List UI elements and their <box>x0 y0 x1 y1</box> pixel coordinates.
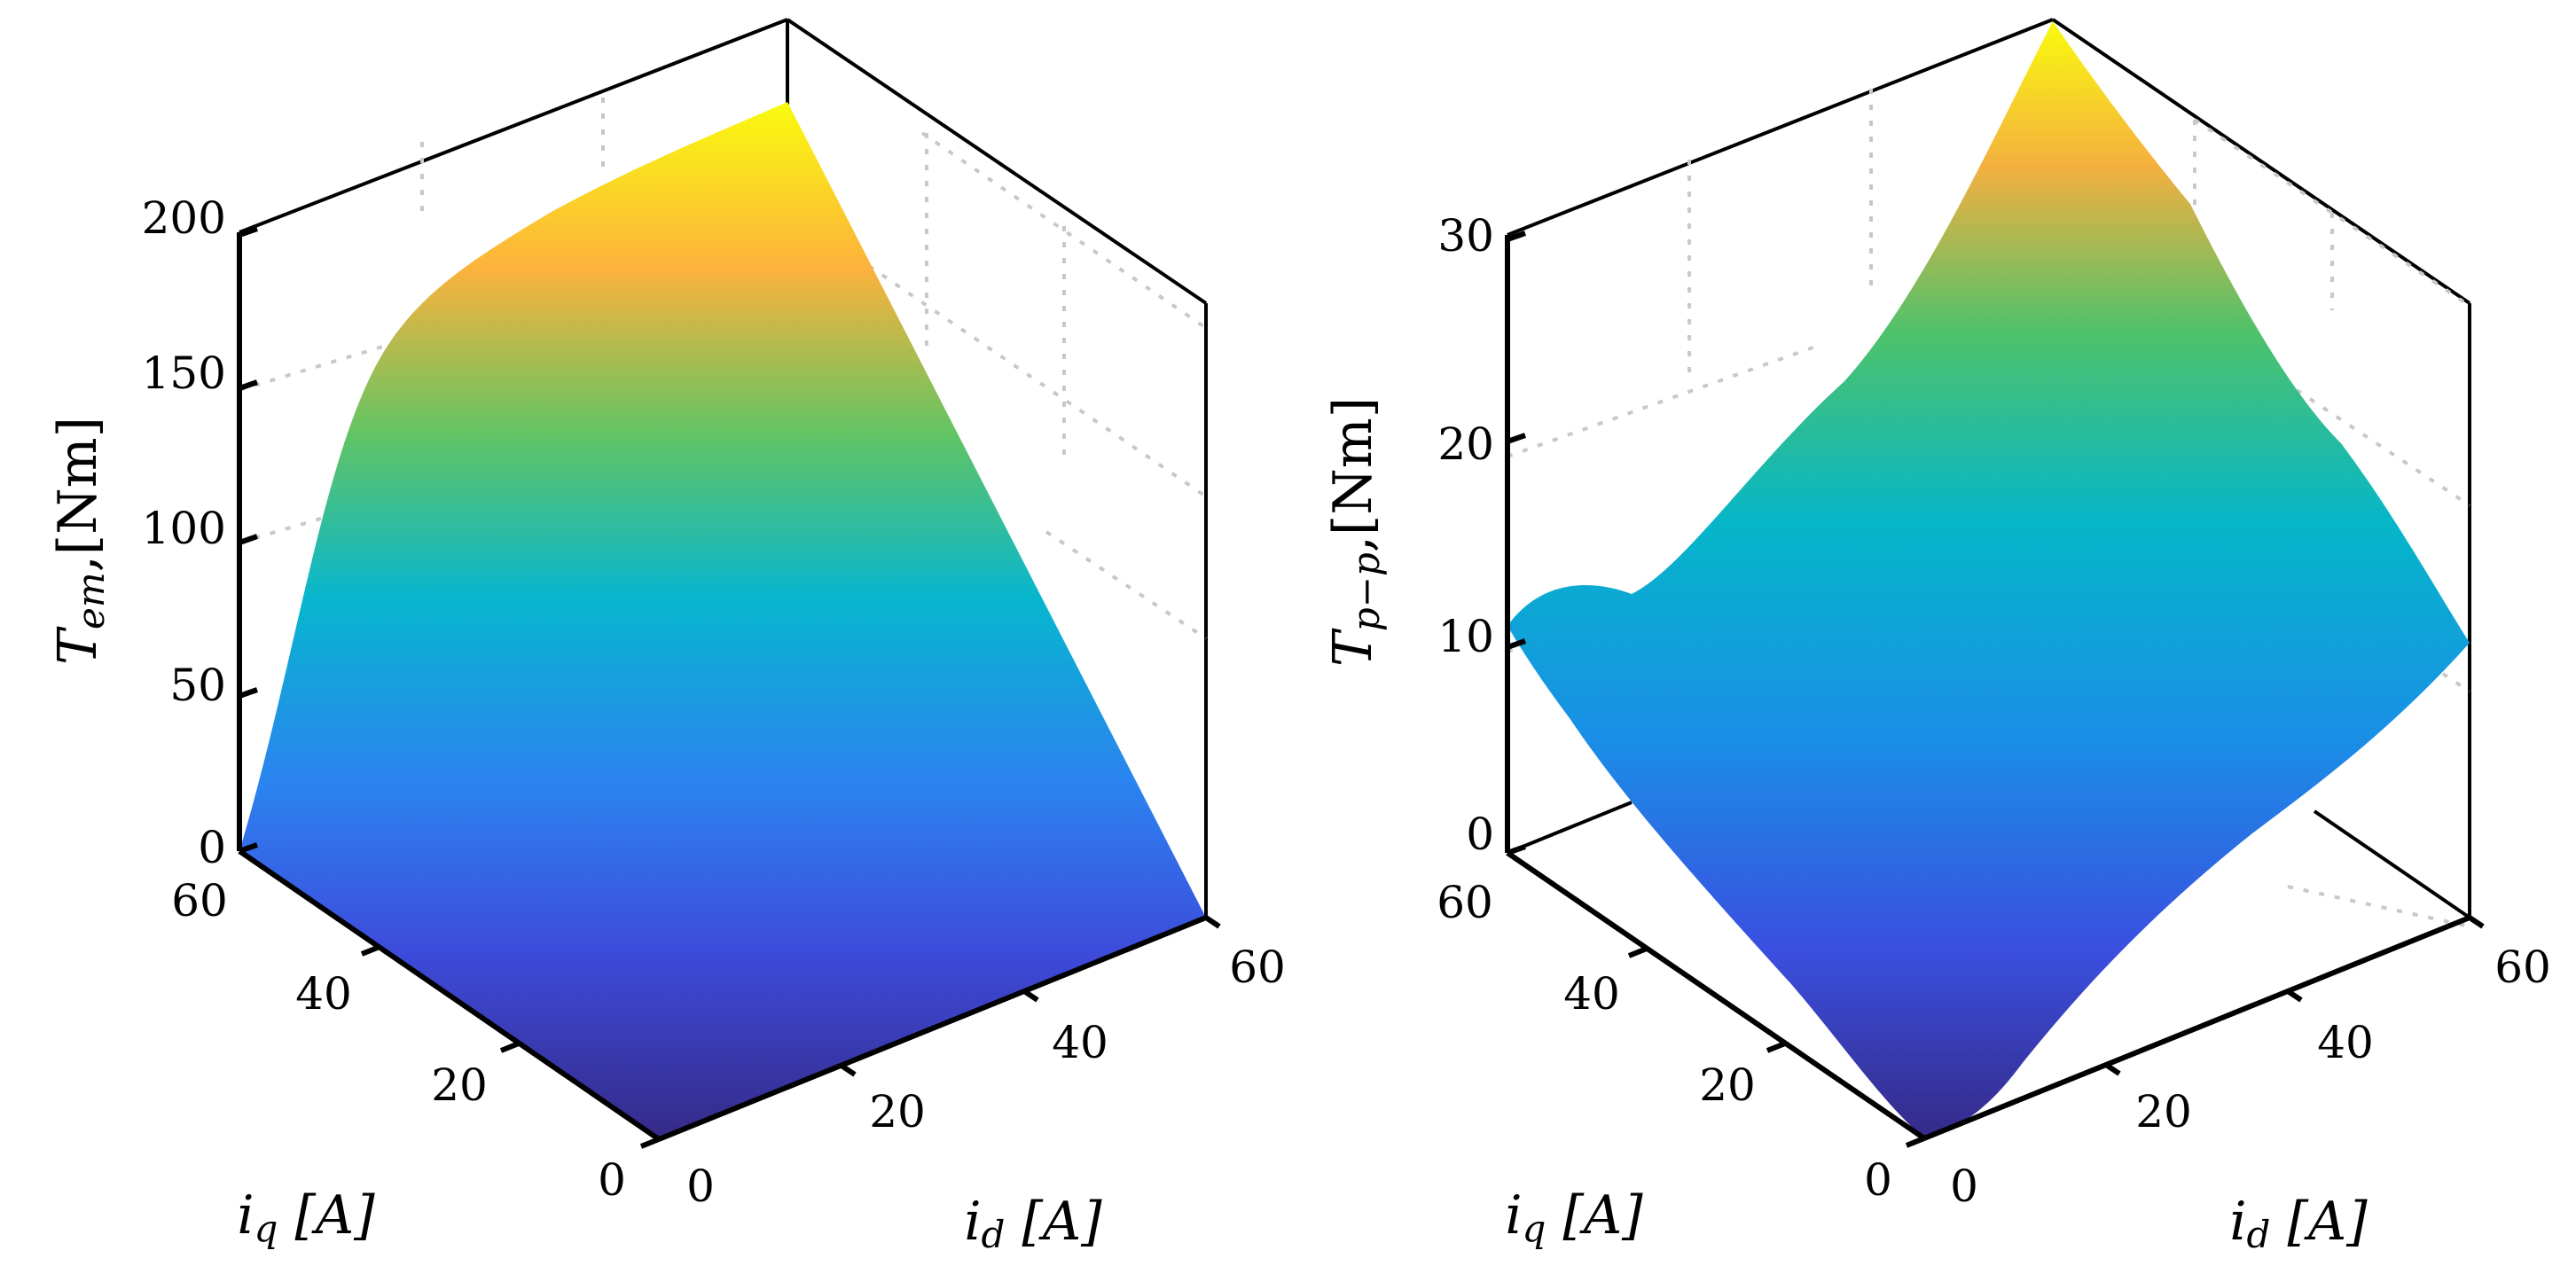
right-ztick-20 <box>1507 433 1526 444</box>
left-idtick-label-0: 0 <box>686 1161 715 1212</box>
right-box-edges <box>1507 18 2471 919</box>
left-idtick-60 <box>1204 915 1221 929</box>
right-idtick-60 <box>2468 915 2485 929</box>
right-iqtick-label-40: 40 <box>1563 968 1620 1020</box>
right-ztick-label-10: 10 <box>1437 611 1494 662</box>
right-iqtick-40 <box>1627 946 1648 958</box>
left-idtick-label-40: 40 <box>1052 1017 1108 1068</box>
left-idtick-40 <box>1022 989 1039 1003</box>
right-front-axes <box>1505 235 2471 1141</box>
left-ztick-50 <box>239 687 258 699</box>
right-ztick-label-0: 0 <box>1466 809 1494 860</box>
right-iqtick-label-20: 20 <box>1699 1059 1756 1111</box>
left-ztick-label-100: 100 <box>142 503 226 554</box>
right-ztick-label-20: 20 <box>1437 418 1494 470</box>
left-iqtick-20 <box>499 1041 521 1053</box>
left-back-right-edge <box>786 18 1208 305</box>
right-ylabel: iq [A] <box>1505 1184 1643 1250</box>
left-ztick-0 <box>239 842 258 854</box>
right-floor-back-edge <box>1507 801 1633 855</box>
left-zlabel: Tem,[Nm] <box>47 417 113 665</box>
right-gridlines <box>1507 89 2471 928</box>
left-tick-marks <box>239 226 1221 1149</box>
left-ztick-label-200: 200 <box>142 192 226 244</box>
right-iqtick-label-0: 0 <box>1864 1154 1892 1206</box>
left-id-axis <box>657 915 1208 1142</box>
left-iqtick-label-40: 40 <box>295 968 352 1020</box>
right-iqtick-20 <box>1766 1041 1787 1053</box>
left-ztick-100 <box>239 534 258 545</box>
right-plot: 0 10 20 30 60 40 20 0 0 20 40 60 Tp−p,[N… <box>1322 18 2551 1256</box>
right-idtick-20 <box>2104 1062 2121 1076</box>
left-iqtick-40 <box>360 944 381 957</box>
right-grid-floor <box>2287 885 2470 928</box>
left-iq-axis <box>238 848 661 1142</box>
right-grid-z20 <box>1507 344 1819 458</box>
right-surface <box>1507 21 2470 1138</box>
left-xlabel: id [A] <box>964 1191 1102 1256</box>
left-tick-labels: 0 50 100 150 200 60 40 20 0 0 20 40 60 <box>142 192 1286 1212</box>
left-idtick-label-60: 60 <box>1229 942 1286 993</box>
right-idtick-label-20: 20 <box>2135 1086 2192 1137</box>
left-plot: 0 50 100 150 200 60 40 20 0 0 20 40 60 T… <box>47 18 1286 1256</box>
right-ztick-0 <box>1507 844 1526 856</box>
left-ztick-150 <box>239 379 258 391</box>
left-ylabel: iq [A] <box>237 1184 375 1250</box>
left-iqtick-0 <box>639 1137 661 1149</box>
right-floor-right-edge <box>2313 809 2471 919</box>
left-ztick-label-150: 150 <box>142 348 226 399</box>
right-ztick-30 <box>1507 231 1526 242</box>
right-ztick-10 <box>1507 638 1526 650</box>
right-grid-r3 <box>2322 592 2471 693</box>
left-surface <box>239 102 1206 1139</box>
left-idtick-label-20: 20 <box>869 1086 926 1137</box>
left-ztick-200 <box>239 226 258 238</box>
left-ztick-label-50: 50 <box>169 660 226 711</box>
right-idtick-label-40: 40 <box>2317 1017 2374 1068</box>
right-back-right-edge <box>2051 18 2471 305</box>
left-box-edges <box>239 18 1208 918</box>
left-idtick-20 <box>840 1063 857 1077</box>
right-ztick-label-30: 30 <box>1437 210 1494 262</box>
right-grid-z10 <box>1507 644 1526 653</box>
left-grid-r2 <box>867 264 1208 498</box>
right-xlabel: id [A] <box>2229 1191 2368 1256</box>
right-idtick-40 <box>2286 989 2303 1003</box>
right-iqtick-0 <box>1905 1136 1926 1148</box>
right-tick-labels: 0 10 20 30 60 40 20 0 0 20 40 60 <box>1437 210 2551 1212</box>
right-iqtick-label-60: 60 <box>1437 877 1493 928</box>
left-iqtick-label-20: 20 <box>431 1059 488 1111</box>
right-idtick-label-60: 60 <box>2494 942 2551 993</box>
left-grid-z150 <box>239 300 533 392</box>
left-back-top-edge <box>239 18 788 234</box>
left-iqtick-label-0: 0 <box>598 1154 626 1206</box>
left-ztick-label-0: 0 <box>198 822 226 873</box>
right-id-axis <box>1922 915 2471 1141</box>
right-tick-marks <box>1507 231 2485 1148</box>
left-grid-r3 <box>1045 530 1208 640</box>
right-iq-axis <box>1506 850 1926 1141</box>
left-iqtick-label-60: 60 <box>171 875 228 926</box>
right-back-top-edge <box>1507 18 2054 237</box>
right-idtick-label-0: 0 <box>1950 1161 1978 1212</box>
right-zlabel: Tp−p,[Nm] <box>1322 397 1388 667</box>
